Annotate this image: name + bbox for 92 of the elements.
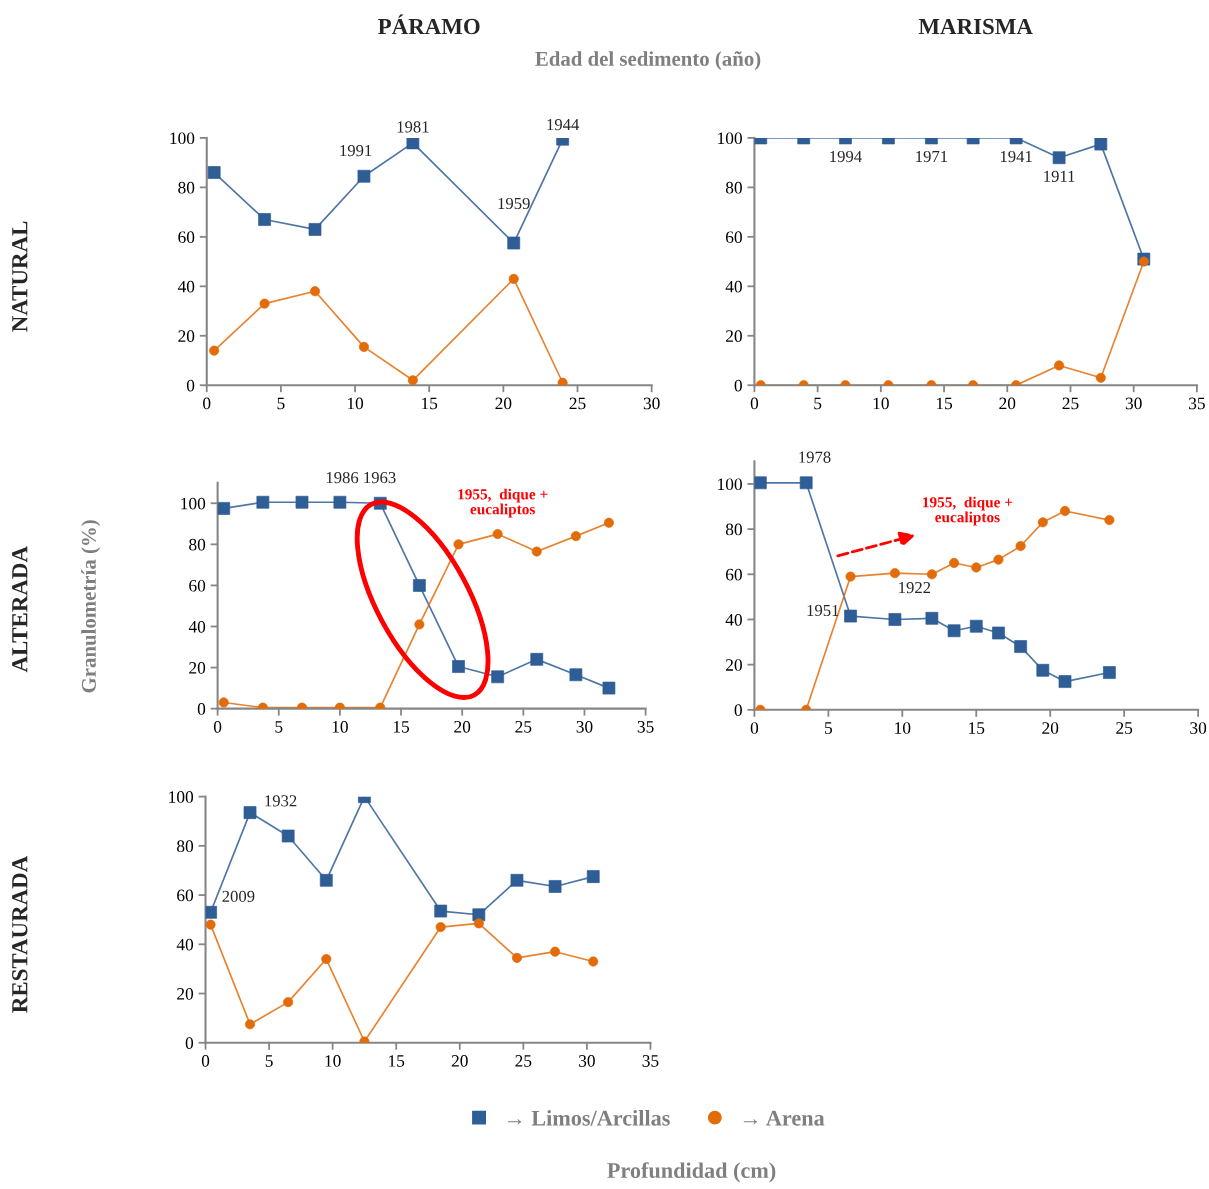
x-tick-label: 25 <box>569 397 586 410</box>
y-tick-label: 20 <box>726 330 742 342</box>
y-tick-label: 60 <box>177 889 194 902</box>
y-tick-label: 20 <box>178 330 195 342</box>
y-tick-label: 80 <box>725 523 742 536</box>
x-tick-label: 5 <box>277 397 285 410</box>
x-tick-label: 30 <box>579 1055 595 1067</box>
x-tick-label: 25 <box>515 721 532 733</box>
x-tick-label: 15 <box>969 722 985 734</box>
x-tick-label: 5 <box>275 721 283 733</box>
x-tick-label: 25 <box>1062 397 1079 410</box>
y-tick-label: 100 <box>718 132 742 145</box>
annotation: 1911 <box>1044 170 1075 182</box>
y-tick-label: 0 <box>734 379 742 392</box>
x-tick-label: 35 <box>1189 397 1205 410</box>
annotation: 1932 <box>265 795 297 807</box>
legend-label: → Arena <box>743 1110 825 1126</box>
text: Edad del sedimento (año) <box>535 51 761 71</box>
x-tick-label: 10 <box>325 1055 341 1067</box>
x-tick-label: 25 <box>515 1055 532 1067</box>
annotation: 1959 <box>498 197 530 210</box>
x-tick-label: 25 <box>1116 722 1133 734</box>
annotation: 1986 1963 <box>326 471 396 484</box>
x-tick-label: 30 <box>576 720 593 733</box>
y-tick-label: 20 <box>177 988 194 1000</box>
y-axis-title: NATURAL <box>12 221 28 332</box>
x-tick-label: 15 <box>393 721 410 733</box>
y-tick-label: 20 <box>726 659 742 671</box>
x-tick-label: 35 <box>637 721 654 733</box>
x-tick-label: 30 <box>1125 397 1142 410</box>
annotation: 1981 <box>397 121 429 133</box>
y-tick-label: 80 <box>725 181 742 194</box>
annotation: 1994 <box>830 150 862 163</box>
x-tick-label: 20 <box>454 720 471 733</box>
text: Granulometría (%) <box>81 520 101 693</box>
y-tick-label: 20 <box>189 662 206 674</box>
annotation: 1944 <box>547 119 580 131</box>
x-tick-label: 15 <box>936 397 953 410</box>
x-tick-label: 30 <box>643 397 660 410</box>
x-tick-label: 10 <box>332 720 348 733</box>
y-tick-label: 40 <box>177 280 195 293</box>
x-tick-label: 10 <box>873 397 889 410</box>
chart-title: PÁRAMO <box>378 14 480 35</box>
y-tick-label: 40 <box>176 938 194 951</box>
annotation: 1941 <box>1000 150 1032 163</box>
legend-label: → Limos/Arcillas <box>508 1110 670 1126</box>
y-tick-label: 100 <box>169 791 194 803</box>
y-tick-label: 80 <box>177 840 194 853</box>
y-tick-label: 0 <box>197 703 206 715</box>
y-axis-title: ALTERADA <box>12 546 28 673</box>
annotation: 1951 <box>807 604 839 617</box>
x-axis-title: Profundidad (cm) <box>607 1162 776 1183</box>
x-tick-label: 20 <box>999 397 1016 410</box>
y-axis-title: RESTAURADA <box>12 855 28 1013</box>
x-tick-label: 0 <box>213 720 222 733</box>
y-tick-label: 60 <box>178 231 195 244</box>
annotation: 1955, dique + eucaliptos <box>458 488 548 518</box>
annotation: 1971 <box>916 150 948 163</box>
y-tick-label: 100 <box>718 478 742 491</box>
x-tick-label: 35 <box>642 1055 659 1067</box>
y-tick-label: 40 <box>725 613 742 626</box>
y-tick-label: 60 <box>726 231 742 244</box>
y-tick-label: 40 <box>725 280 742 293</box>
annotation: 1922 <box>899 582 931 594</box>
y-tick-label: 0 <box>734 704 742 717</box>
chart-title: MARISMA <box>918 18 1033 35</box>
annotation: 1978 <box>799 451 831 463</box>
x-tick-label: 15 <box>422 397 438 410</box>
annotation: 1991 <box>340 145 372 157</box>
x-tick-label: 0 <box>750 722 759 734</box>
y-tick-label: 0 <box>185 1037 194 1049</box>
y-tick-label: 60 <box>189 579 206 592</box>
y-tick-label: 80 <box>178 181 195 194</box>
x-tick-label: 30 <box>1190 722 1207 734</box>
y-tick-label: 100 <box>170 132 195 145</box>
x-tick-label: 20 <box>451 1055 468 1067</box>
y-tick-label: 60 <box>726 568 742 581</box>
x-tick-label: 20 <box>495 397 512 410</box>
y-tick-label: 40 <box>188 620 206 633</box>
x-tick-label: 5 <box>265 1055 273 1067</box>
x-tick-label: 10 <box>895 722 911 734</box>
x-tick-label: 5 <box>814 397 822 410</box>
x-tick-label: 10 <box>347 397 364 410</box>
x-tick-label: 0 <box>750 397 759 410</box>
annotation: 1955, dique + eucaliptos <box>923 496 1013 526</box>
x-tick-label: 15 <box>389 1055 405 1067</box>
y-tick-label: 80 <box>189 538 206 551</box>
y-tick-label: 0 <box>186 379 195 392</box>
x-tick-label: 5 <box>825 722 833 734</box>
annotation: 2009 <box>222 890 255 902</box>
y-tick-label: 100 <box>181 497 206 510</box>
x-tick-label: 20 <box>1042 722 1059 734</box>
